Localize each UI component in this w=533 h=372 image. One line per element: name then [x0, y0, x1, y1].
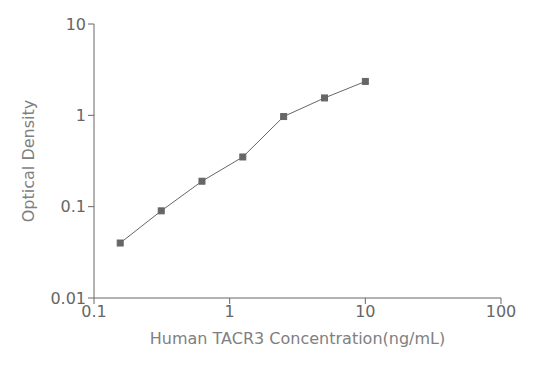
- svg-text:Optical Density: Optical Density: [19, 100, 38, 222]
- svg-text:0.01: 0.01: [50, 289, 86, 308]
- svg-text:0.1: 0.1: [61, 197, 86, 216]
- svg-text:0.1: 0.1: [81, 302, 107, 322]
- svg-text:1: 1: [76, 106, 86, 125]
- svg-text:100: 100: [486, 302, 517, 321]
- svg-text:1: 1: [225, 302, 235, 321]
- svg-text:10: 10: [355, 302, 375, 321]
- svg-text:Human TACR3 Concentration(ng/m: Human TACR3 Concentration(ng/mL): [150, 329, 445, 348]
- svg-text:10: 10: [66, 15, 86, 34]
